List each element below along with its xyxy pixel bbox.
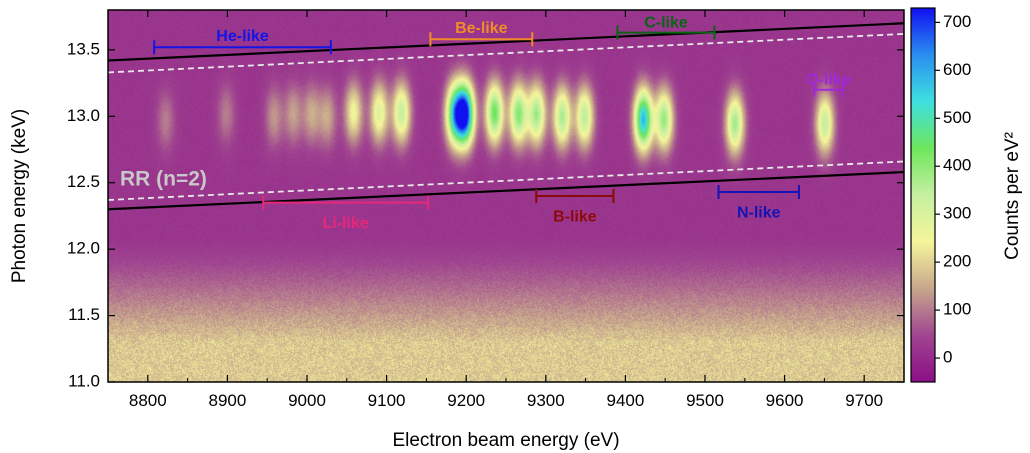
- y-tick-label: 12.5: [67, 172, 100, 191]
- colorbar: 0 100 200 300 400 500 600 700 Counts per eV²: [910, 7, 1023, 383]
- y-axis-title: Photon energy (keV): [9, 109, 30, 283]
- colorbar-tick-label: 400: [943, 156, 971, 175]
- y-tick-label: 13.5: [67, 39, 100, 58]
- x-tick-label: 9500: [686, 391, 724, 410]
- upper-boundary-line: [108, 22, 904, 62]
- colorbar-tick-label: 100: [943, 300, 971, 319]
- annotation-o-like: O-like: [806, 72, 851, 97]
- plot-area: He-like Be-like C-like O-like Li-like B-like N…: [107, 9, 905, 383]
- x-tick-label: 9600: [766, 391, 804, 410]
- x-axis-title: Electron beam energy (eV): [392, 430, 619, 451]
- lower-dashed-line: [108, 160, 904, 201]
- annotation-he-like: He-like: [153, 28, 332, 55]
- y-tick-label: 13.0: [67, 106, 100, 125]
- x-tick-label: 9100: [368, 391, 406, 410]
- annotation-label: B-like: [553, 208, 597, 225]
- annotation-li-like: Li-like: [262, 195, 429, 232]
- x-tick-label: 9000: [288, 391, 326, 410]
- colorbar-tick-label: 600: [943, 60, 971, 79]
- upper-dashed-line: [108, 33, 904, 74]
- annotation-be-like: Be-like: [429, 20, 534, 47]
- colorbar-tick-label: 300: [943, 204, 971, 223]
- boundary-lines: [108, 22, 904, 211]
- rr-label: RR (n=2): [120, 168, 207, 191]
- colorbar-tick-label: 500: [943, 108, 971, 127]
- annotation-label: C-like: [644, 15, 688, 32]
- lower-boundary-line: [108, 170, 904, 211]
- y-tick-label: 11.0: [68, 371, 100, 390]
- annotation-label: N-like: [737, 204, 781, 221]
- colorbar-ticks: 0 100 200 300 400 500 600 700: [935, 12, 971, 367]
- colorbar-label: Counts per eV²: [1002, 132, 1023, 260]
- annotation-c-like: C-like: [616, 15, 716, 40]
- colorbar-tick-label: 0: [943, 348, 952, 367]
- annotation-label: Be-like: [455, 20, 508, 37]
- colorbar-gradient: [910, 7, 936, 383]
- y-tick-label: 12.0: [67, 239, 100, 258]
- x-tick-label: 9400: [606, 391, 644, 410]
- annotation-n-like: N-like: [717, 185, 800, 222]
- annotation-label: Li-like: [322, 215, 368, 232]
- y-axis: 11.0 11.5 12.0 12.5 13.0 13.5: [67, 39, 904, 390]
- x-tick-label: 9700: [845, 391, 883, 410]
- x-axis: 8800 8900 9000 9100 9200 9300 9400 9500 9600 9700: [107, 10, 905, 410]
- annotation-b-like: B-like: [535, 189, 615, 225]
- x-tick-label: 8900: [208, 391, 246, 410]
- colorbar-tick-label: 200: [943, 252, 971, 271]
- ion-annotations: He-like Be-like C-like O-like Li-like B-like N…: [120, 15, 851, 233]
- y-tick-label: 11.5: [68, 305, 100, 324]
- annotation-label: O-like: [806, 72, 851, 89]
- colorbar-tick-label: 700: [943, 12, 971, 31]
- x-tick-label: 8800: [129, 391, 167, 410]
- x-tick-label: 9300: [527, 391, 565, 410]
- x-tick-label: 9200: [447, 391, 485, 410]
- heatmap-image: [108, 10, 904, 382]
- annotation-label: He-like: [216, 28, 269, 45]
